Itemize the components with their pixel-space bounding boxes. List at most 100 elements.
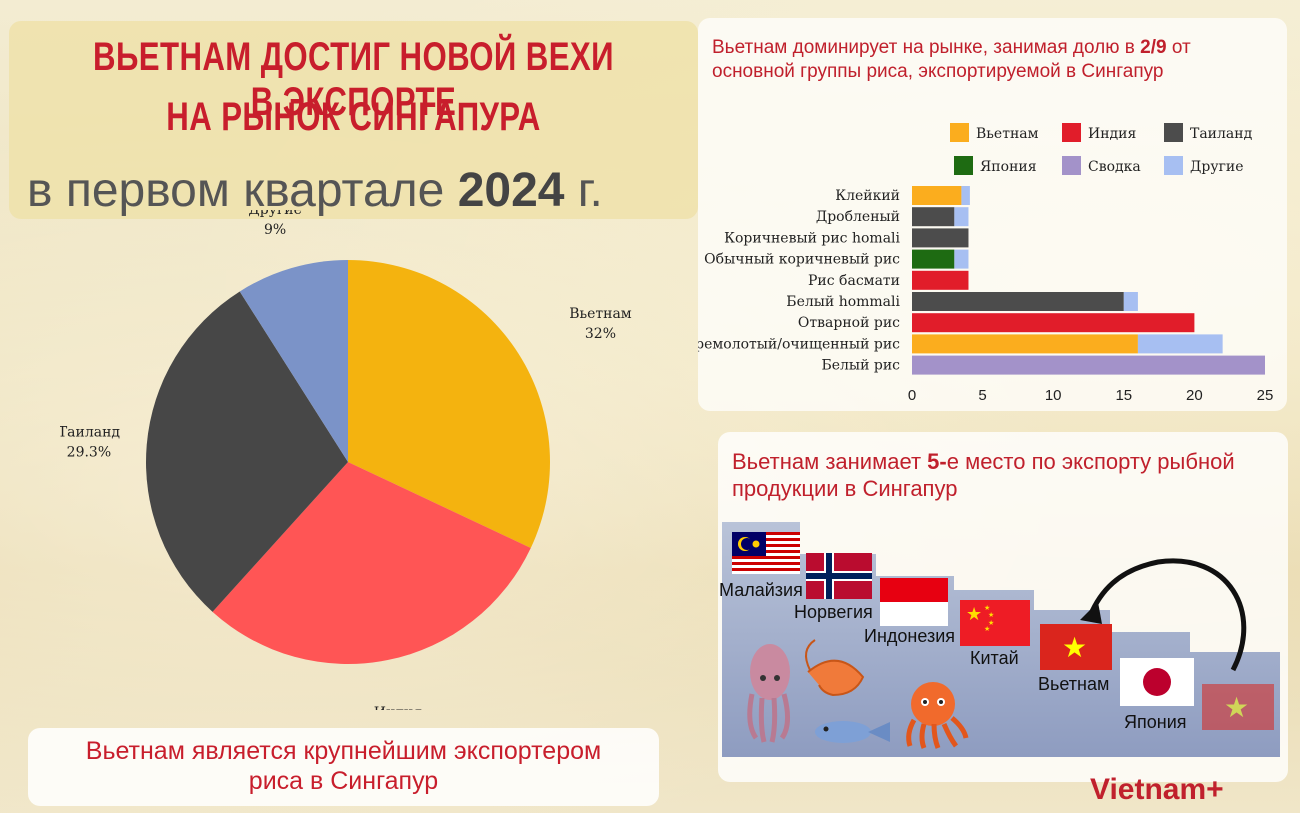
pie-label-0: Вьетнам — [569, 306, 632, 322]
fish-heading-rank: 5- — [927, 449, 947, 474]
bar-7-0 — [912, 334, 1138, 354]
bar-3-5 — [954, 249, 969, 269]
x-tick-0: 0 — [908, 387, 916, 404]
pie-value-2: 29.3% — [67, 444, 111, 460]
rice-caption-line-2: риса в Сингапур — [248, 767, 439, 795]
bar-5-5 — [1123, 292, 1138, 311]
category-label-7: Перемолотый/очищенный рис — [698, 336, 900, 352]
bar-1-2 — [912, 207, 955, 227]
svg-text:★: ★ — [1224, 691, 1249, 724]
svg-text:★: ★ — [988, 619, 994, 627]
legend-label-1: Индия — [1088, 126, 1136, 142]
bar-8-4 — [912, 355, 1265, 375]
category-label-0: Клейкий — [835, 188, 900, 204]
bar-1-5 — [954, 207, 969, 227]
title-line-2: НА РЫНОК СИНГАПУРА — [166, 95, 541, 139]
x-tick-5: 25 — [1257, 387, 1274, 404]
svg-text:★: ★ — [984, 604, 990, 612]
bar-chart-heading: Вьетнам доминирует на рынке, занимая дол… — [712, 36, 1272, 84]
pie-label-1: Индия — [374, 705, 422, 710]
title-line-3-prefix: в первом квартале — [27, 164, 458, 217]
legend-label-2: Таиланд — [1190, 126, 1253, 142]
svg-text:★: ★ — [984, 625, 990, 633]
legend-label-5: Другие — [1190, 159, 1244, 175]
rice-caption-line-1: Вьетнам является крупнейшим экспортером — [85, 737, 602, 765]
legend-label-4: Сводка — [1088, 159, 1141, 175]
svg-text:★: ★ — [1062, 631, 1087, 664]
vietnamplus-logo: Vietnam+ — [1090, 773, 1224, 806]
pie-slice-1 — [212, 462, 531, 664]
bar-6-1 — [912, 313, 1195, 333]
pie-slice-2 — [146, 291, 348, 612]
x-tick-1: 5 — [978, 387, 986, 404]
bar-0-5 — [961, 186, 970, 205]
title-panel: ВЬЕТНАМ ДОСТИГ НОВОЙ ВЕХИ В ЭКСПОРТЕ НА … — [9, 21, 698, 219]
title-line-3: в первом квартале 2024 г. — [27, 163, 603, 218]
bar-heading-part-1: Вьетнам доминирует на рынке, занимая дол… — [712, 37, 1141, 58]
country-japan: Япония — [1124, 712, 1187, 732]
category-label-1: Дробленый — [816, 209, 900, 225]
bar-chart-panel: Вьетнам Индия Таиланд Япония Сводка Другие Кле… — [698, 18, 1287, 411]
vietnam-flag: ★ — [1040, 624, 1112, 670]
pie-value-3: 9% — [264, 222, 286, 238]
octopus-icon — [906, 682, 969, 749]
legend-swatch-3 — [954, 156, 973, 175]
bar-0-0 — [912, 186, 962, 205]
title-line-1: ВЬЕТНАМ ДОСТИГ НОВОЙ ВЕХИ В ЭКСПОРТЕ — [93, 35, 614, 124]
japan-flag — [1120, 658, 1194, 706]
shrimp-icon — [805, 639, 865, 697]
svg-text:★: ★ — [988, 611, 994, 619]
country-vietnam: Вьетнам — [1038, 674, 1110, 694]
legend-swatch-4 — [1062, 156, 1081, 175]
title-line-3-suffix: г. — [564, 164, 603, 217]
rice-caption: Вьетнам является крупнейшим экспортером … — [28, 736, 659, 796]
legend-swatch-2 — [1164, 123, 1183, 142]
x-tick-3: 15 — [1115, 387, 1132, 404]
squid-icon — [747, 644, 790, 743]
bar-7-5 — [1137, 334, 1223, 354]
legend-swatch-0 — [950, 123, 969, 142]
malaysia-flag — [732, 532, 800, 574]
fish-ranking-panel: Вьетнам занимает 5-е место по экспорту р… — [718, 432, 1288, 782]
legend-label-0: Вьетнам — [976, 126, 1039, 142]
rank-arrow — [1087, 558, 1247, 672]
bar-5-2 — [912, 292, 1124, 311]
bar-heading-part-2: от основной группы риса, экспортируемой … — [712, 37, 1191, 82]
bar-heading-fraction: 2/9 — [1140, 37, 1167, 58]
pie-slice-3 — [239, 260, 348, 462]
bar-chart: Вьетнам Индия Таиланд Япония Сводка Другие Кле… — [698, 123, 1274, 404]
legend-label-3: Япония — [980, 159, 1037, 175]
title-year: 2024 — [457, 164, 565, 217]
pie-value-0: 32% — [585, 326, 616, 342]
fish-ranking-graphic: ★ ★ ★ ★ ★ ★ ★ — [722, 522, 1280, 757]
fish-heading-part-1: Вьетнам занимает — [732, 449, 928, 474]
fish-heading-part-2: е место по экспорту рыбной продукции в С… — [732, 449, 1235, 501]
category-label-2: Коричневый рис homali — [724, 230, 900, 246]
china-flag: ★ ★ ★ ★ ★ — [960, 600, 1030, 646]
legend-swatch-1 — [1062, 123, 1081, 142]
pie-label-3: Другие — [248, 210, 302, 218]
x-tick-4: 20 — [1186, 387, 1203, 404]
country-norway: Норвегия — [794, 602, 873, 622]
fish-ranking-heading: Вьетнам занимает 5-е место по экспорту р… — [732, 448, 1252, 502]
bar-2-2 — [912, 228, 969, 248]
svg-text:★: ★ — [966, 604, 982, 625]
category-label-8: Белый рис — [821, 358, 900, 374]
bar-4-1 — [912, 270, 969, 290]
rice-caption-panel: Вьетнам является крупнейшим экспортером … — [28, 728, 659, 806]
x-tick-2: 10 — [1045, 387, 1062, 404]
category-label-4: Рис басмати — [808, 273, 900, 289]
category-label-6: Отварной рис — [798, 315, 900, 331]
country-indonesia: Индонезия — [864, 626, 956, 646]
legend-swatch-5 — [1164, 156, 1183, 175]
pie-label-2: Таиланд — [60, 424, 120, 440]
category-label-3: Обычный коричневый рис — [704, 252, 900, 268]
norway-flag — [806, 553, 872, 599]
indonesia-flag — [880, 578, 948, 626]
country-malaysia: Малайзия — [719, 580, 803, 600]
pie-slice-0 — [348, 260, 550, 549]
fish-icon — [815, 721, 890, 743]
country-china: Китай — [970, 648, 1019, 668]
category-label-5: Белый hommali — [786, 294, 900, 310]
